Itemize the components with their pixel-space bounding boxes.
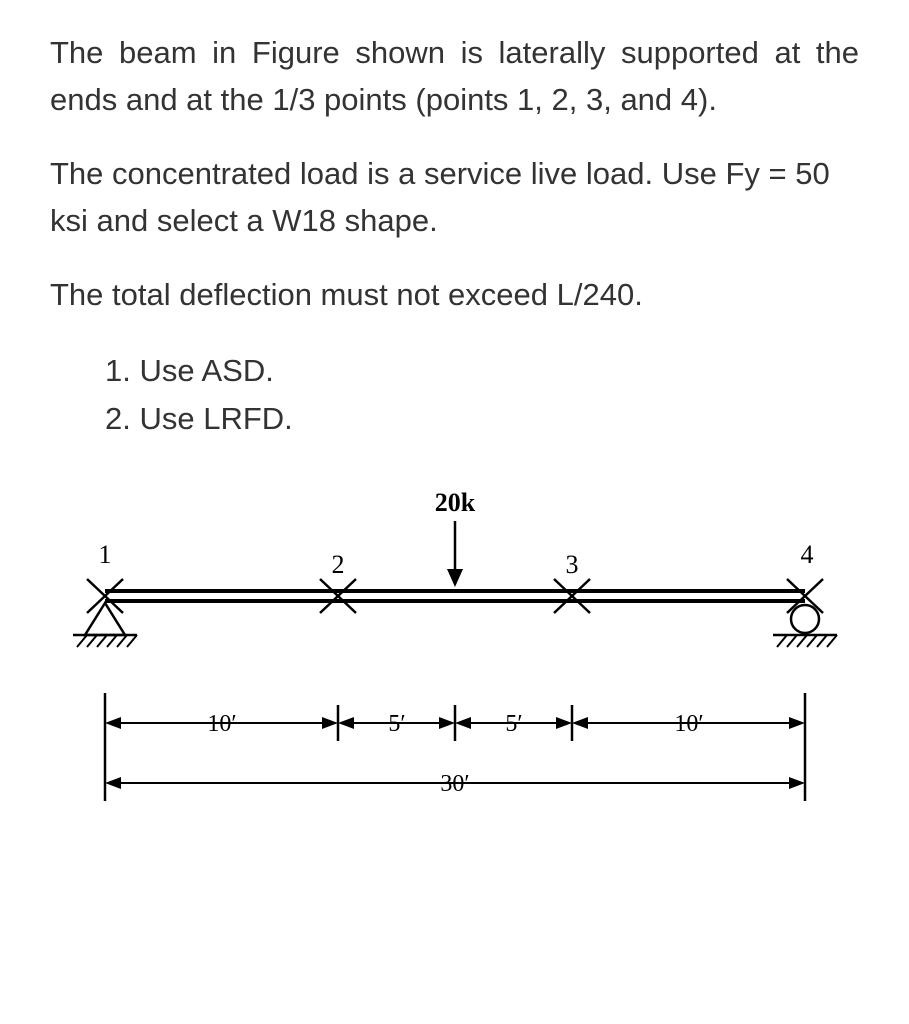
paragraph-3: The total deflection must not exceed L/2… [50, 272, 859, 319]
dim-3: 5′ [505, 711, 522, 737]
support-roller-right [773, 605, 837, 647]
beam-figure: 20k 1 2 3 4 [55, 483, 855, 818]
node-label-2: 2 [331, 550, 344, 579]
dim-2: 5′ [388, 711, 405, 737]
paragraph-1: The beam in Figure shown is laterally su… [50, 30, 859, 123]
node-label-1: 1 [98, 540, 111, 569]
support-pin-left [73, 603, 137, 647]
dim-4: 10′ [674, 711, 703, 737]
problem-page: The beam in Figure shown is laterally su… [0, 0, 909, 1024]
method-list: 1. Use ASD. 2. Use LRFD. [50, 347, 859, 443]
node-label-4: 4 [800, 540, 813, 569]
dim-total: 30′ [440, 771, 469, 797]
dim-row-total: 30′ [105, 753, 805, 801]
node-label-3: 3 [565, 550, 578, 579]
paragraph-2: The concentrated load is a service live … [50, 151, 859, 244]
brace-x-2 [320, 579, 356, 613]
brace-x-4 [787, 579, 823, 613]
beam-svg: 20k 1 2 3 4 [55, 483, 855, 813]
list-item-asd: 1. Use ASD. [105, 347, 859, 395]
brace-x-3 [554, 579, 590, 613]
dim-row-1: 10′ 5′ 5′ 10′ [105, 693, 805, 753]
load-label: 20k [434, 488, 475, 517]
dim-1: 10′ [207, 711, 236, 737]
load-arrow-head [447, 569, 463, 587]
figure-container: 20k 1 2 3 4 [50, 483, 859, 818]
list-item-lrfd: 2. Use LRFD. [105, 395, 859, 443]
brace-x-1 [87, 579, 123, 613]
